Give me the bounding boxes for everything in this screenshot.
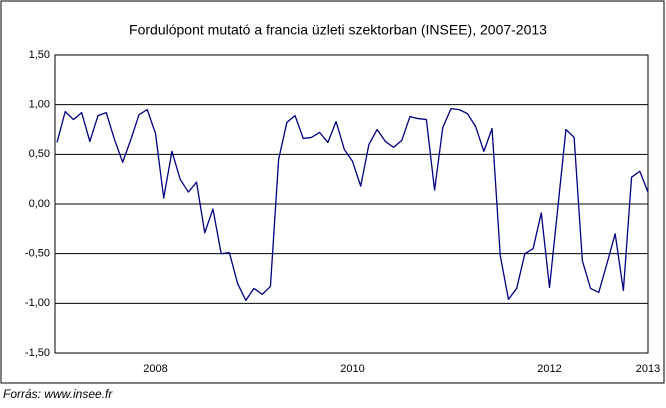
y-tick-label: 0,50 <box>29 148 50 160</box>
x-tick-label: 2008 <box>143 363 167 375</box>
y-tick-label: 0,00 <box>29 198 50 210</box>
y-tick-label: -0,50 <box>25 248 50 260</box>
data-line <box>56 107 649 301</box>
x-tick-label: 2013 <box>636 363 660 375</box>
source-note: Forrás: www.insee.fr <box>3 387 113 401</box>
y-tick-label: 1,50 <box>29 49 50 61</box>
x-tick-label: 2010 <box>340 363 364 375</box>
y-tick-label: 1,00 <box>29 99 50 111</box>
x-tick-label: 2012 <box>537 363 561 375</box>
chart-title: Fordulópont mutató a francia üzleti szek… <box>129 22 547 38</box>
chart-frame <box>0 0 665 384</box>
y-tick-label: -1,50 <box>25 347 50 359</box>
y-tick-label: -1,00 <box>25 297 50 309</box>
